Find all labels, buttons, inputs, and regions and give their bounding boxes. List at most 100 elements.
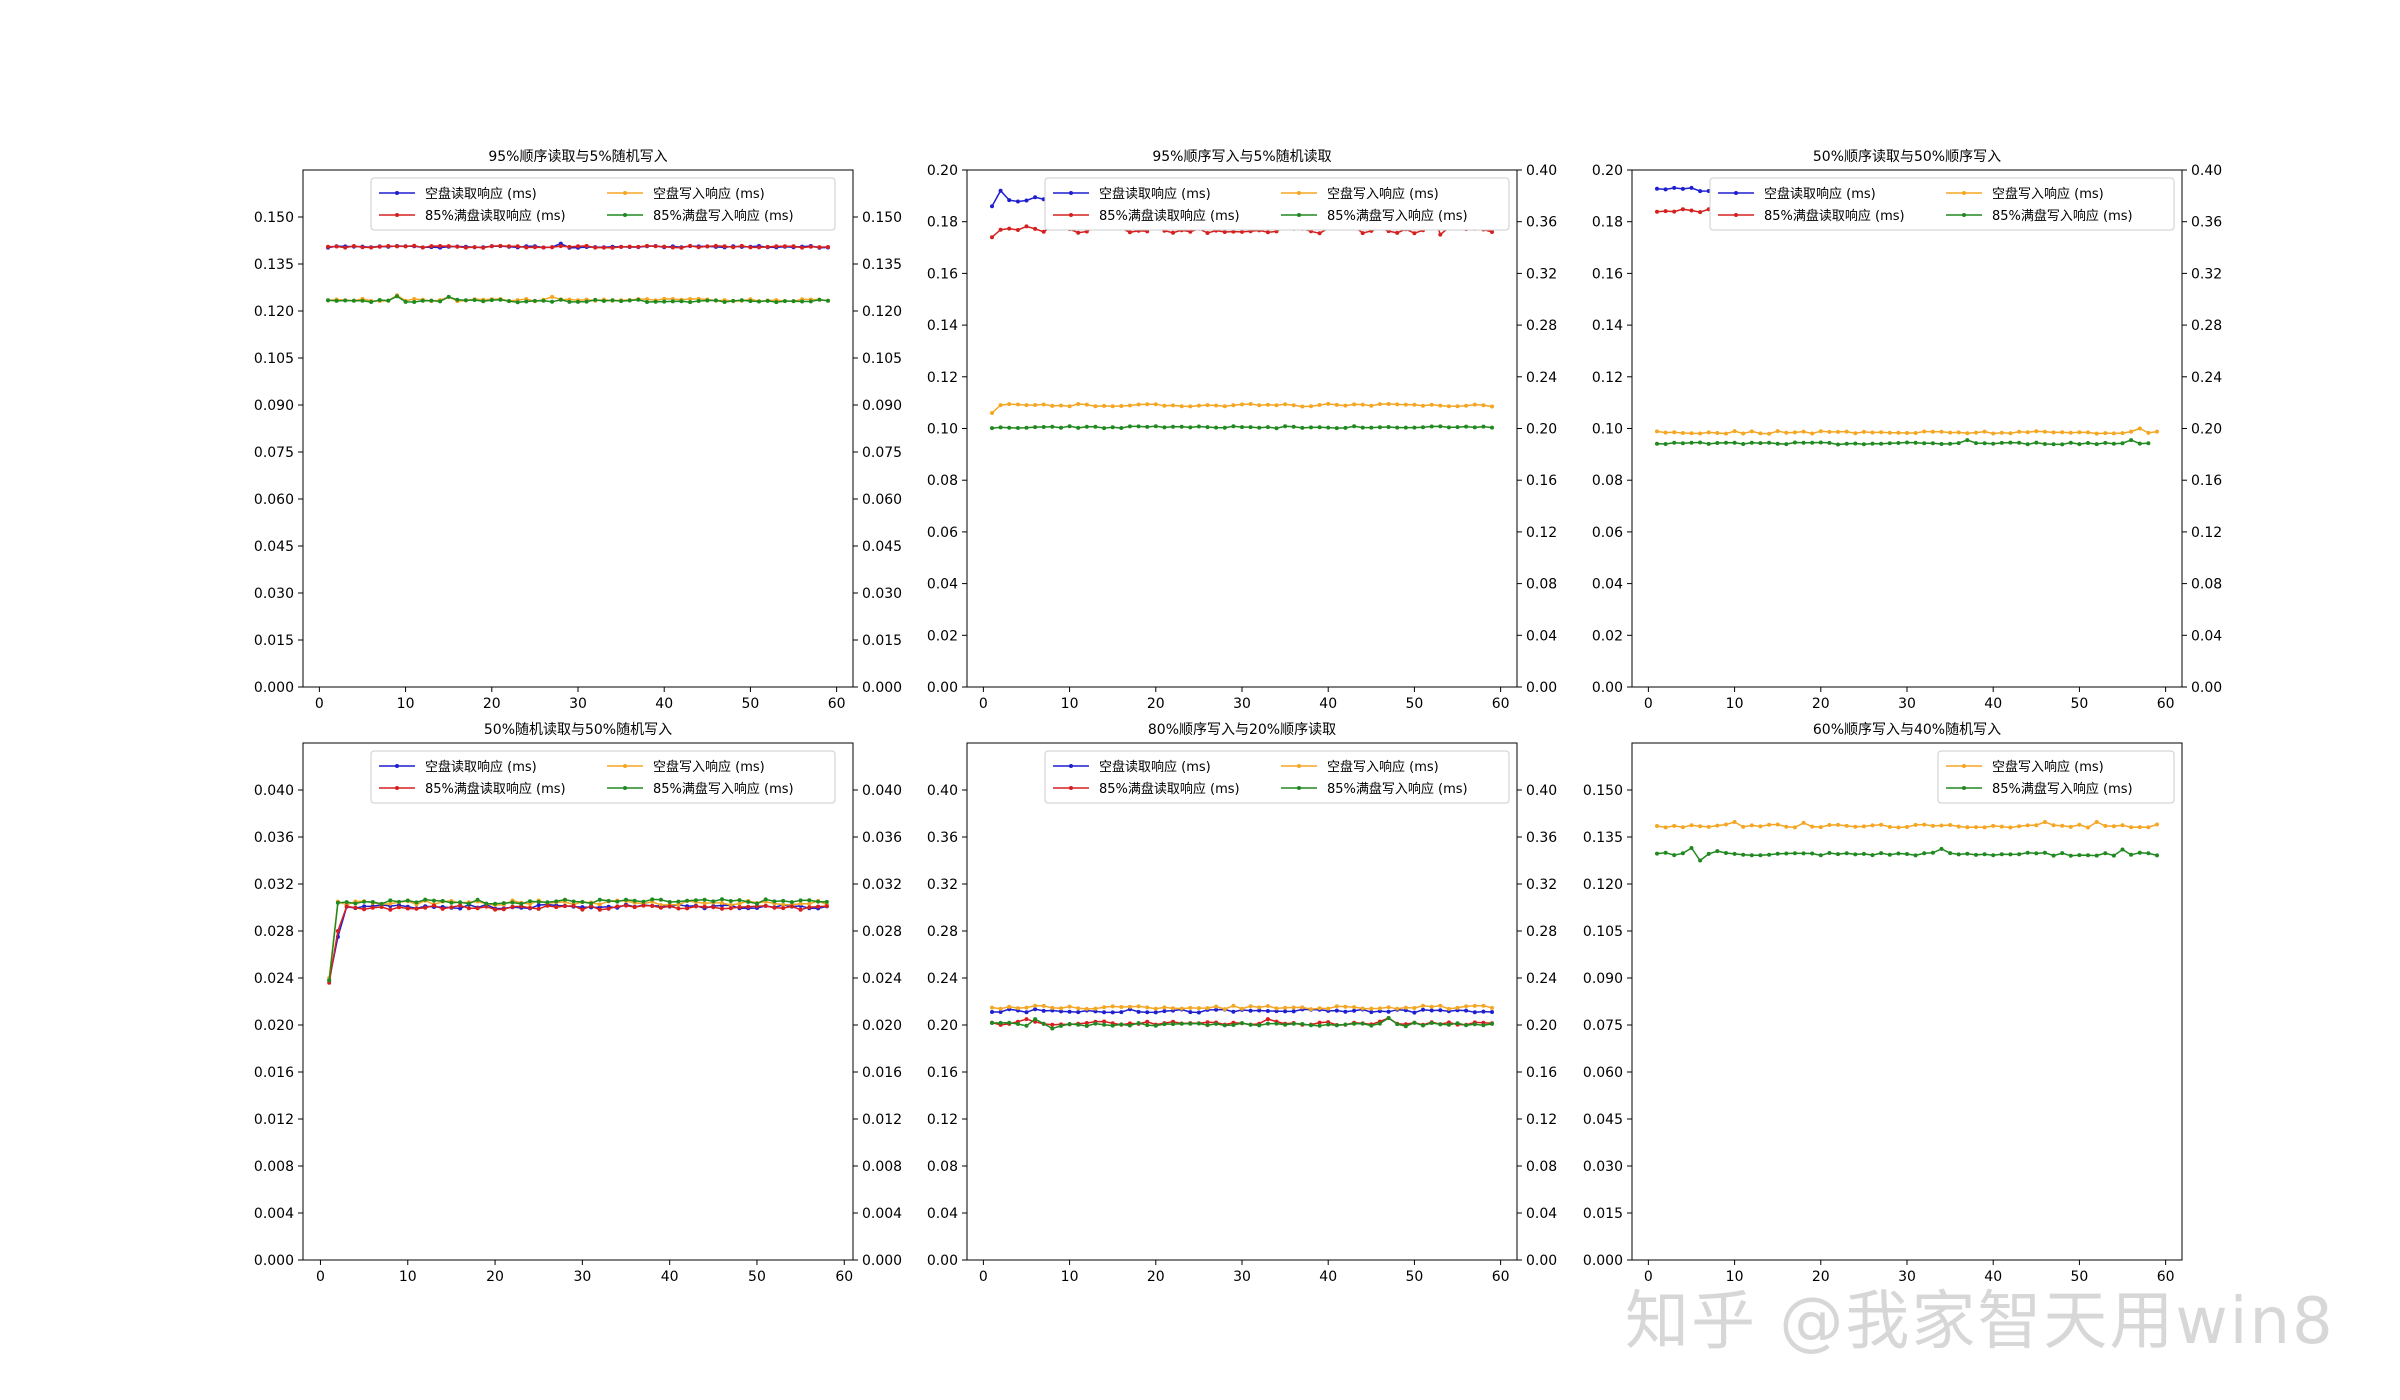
data-point	[1429, 424, 1434, 429]
data-point	[998, 1006, 1003, 1011]
data-point	[1084, 1021, 1089, 1025]
data-point	[1801, 440, 1806, 445]
data-point	[432, 898, 436, 903]
legend: 空盘读取响应 (ms) 空盘写入响应 (ms) 85%满盘读取响应 (ms) 85%满…	[1044, 177, 1510, 231]
data-point	[667, 900, 672, 904]
data-point	[679, 245, 684, 250]
data-point	[670, 245, 675, 250]
data-point	[720, 897, 724, 902]
data-point	[1369, 1023, 1374, 1028]
data-point	[1214, 403, 1219, 408]
data-point	[1076, 425, 1081, 430]
data-point	[532, 245, 537, 250]
data-point	[1179, 404, 1184, 409]
data-point	[781, 906, 786, 911]
data-point	[2034, 429, 2039, 434]
data-point	[1076, 1006, 1081, 1011]
y2-tick-label: 0.045	[862, 539, 902, 555]
data-point	[2155, 853, 2159, 858]
data-point	[1749, 429, 1754, 434]
y-tick-label: 0.032	[254, 877, 294, 893]
x-tick-label: 60	[1492, 1269, 1510, 1285]
data-point	[807, 905, 812, 910]
data-point	[1836, 442, 1840, 447]
data-point	[619, 299, 624, 304]
y-tick-label: 0.020	[254, 1018, 294, 1034]
chart-panel-3: 50%顺序读取与50%顺序写入 0 10 20 30 40 50 60 0.00 0.02 0.04…	[1592, 148, 2222, 712]
data-point	[1861, 851, 1866, 856]
data-point	[576, 299, 580, 304]
data-point	[1265, 1009, 1270, 1013]
x-tick-label: 40	[1984, 696, 2002, 712]
data-point	[1715, 823, 1720, 828]
data-point	[1870, 853, 1875, 858]
legend-label: 空盘写入响应 (ms)	[1992, 186, 2104, 202]
data-point	[489, 244, 494, 249]
data-point	[817, 245, 822, 250]
data-point	[1214, 425, 1219, 430]
data-point	[327, 978, 332, 983]
data-point	[713, 298, 718, 303]
y2-tick-label: 0.04	[2191, 628, 2222, 644]
data-point	[653, 299, 658, 304]
x-tick-label: 30	[569, 696, 587, 712]
data-point	[1741, 824, 1746, 829]
data-point	[1784, 851, 1789, 856]
x-tick-label: 30	[573, 1269, 591, 1285]
data-point	[1922, 851, 1927, 856]
legend-marker	[1962, 764, 1966, 768]
data-point	[1853, 852, 1858, 857]
data-point	[1948, 851, 1953, 856]
data-point	[1386, 1005, 1391, 1010]
data-point	[763, 897, 768, 902]
data-point	[807, 898, 812, 903]
data-point	[1059, 1023, 1063, 1028]
data-point	[1663, 442, 1668, 446]
data-point	[782, 299, 787, 304]
data-point	[2017, 824, 2022, 829]
data-point	[438, 244, 443, 248]
data-point	[1076, 1010, 1081, 1015]
data-point	[1033, 425, 1038, 430]
data-point	[1171, 403, 1175, 408]
data-point	[1732, 820, 1737, 824]
data-point	[650, 897, 655, 902]
data-point	[1792, 825, 1797, 830]
data-point	[1153, 402, 1158, 407]
legend-label: 85%满盘写入响应 (ms)	[1992, 781, 2133, 797]
data-point	[1680, 431, 1685, 435]
y2-tick-label: 0.016	[862, 1065, 902, 1081]
data-point	[1879, 441, 1884, 446]
data-point	[1386, 425, 1391, 429]
x-tick-label: 10	[397, 696, 415, 712]
data-point	[466, 906, 471, 911]
data-point	[781, 898, 786, 903]
y-tick-label: 0.14	[927, 318, 958, 334]
data-point	[1715, 431, 1720, 435]
data-point	[1196, 1021, 1201, 1026]
y-tick-label: 0.12	[927, 1112, 958, 1128]
data-point	[1464, 1008, 1469, 1013]
data-point	[728, 906, 733, 911]
data-point	[688, 297, 693, 301]
data-point	[1102, 403, 1107, 408]
data-point	[1680, 441, 1685, 446]
watermark: 知乎 @我家智天用win8	[1625, 1285, 2335, 1359]
data-point	[1775, 822, 1780, 827]
data-point	[1257, 1005, 1262, 1010]
data-point	[731, 298, 736, 303]
data-point	[388, 898, 393, 903]
data-point	[1291, 1005, 1296, 1010]
data-point	[1974, 825, 1978, 830]
data-point	[1050, 1005, 1055, 1010]
data-point	[1732, 429, 1737, 434]
data-point	[627, 298, 632, 303]
data-point	[1145, 424, 1150, 429]
data-point	[326, 298, 330, 303]
data-point	[1999, 430, 2004, 435]
data-point	[624, 897, 628, 902]
chart-panel-2: 95%顺序写入与5%随机读取 0 10 20 30 40 50 60 0.00 0.02 0.04 0…	[927, 148, 1557, 712]
data-point	[1196, 1010, 1201, 1015]
data-point	[1689, 823, 1694, 828]
